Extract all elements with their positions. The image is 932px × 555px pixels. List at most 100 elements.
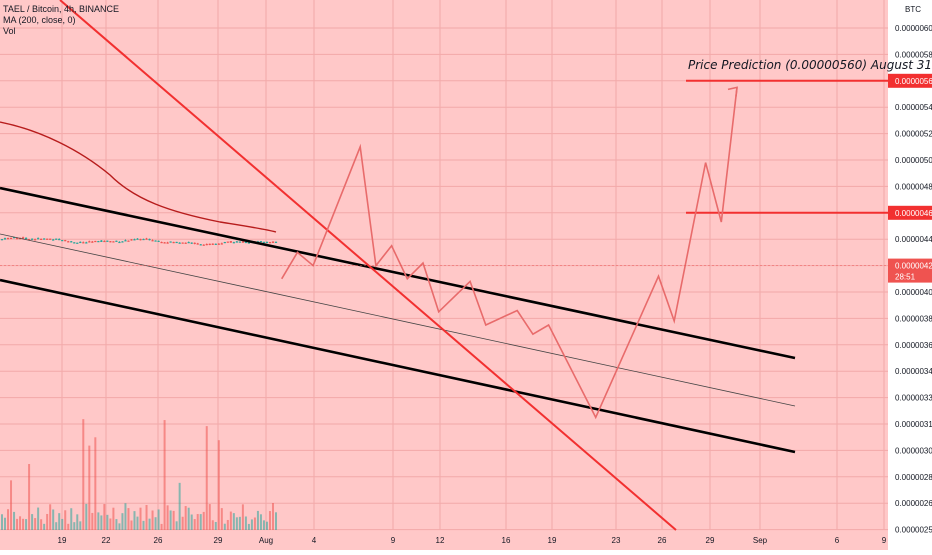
- x-tick-label: 29: [214, 536, 223, 545]
- candle-body: [247, 242, 251, 244]
- channel-lower-line: [0, 278, 796, 454]
- candle-body: [121, 241, 124, 243]
- volume-bar: [211, 520, 214, 530]
- candle-body: [27, 239, 31, 241]
- volume-bar: [43, 523, 46, 530]
- volume-bar: [205, 426, 208, 530]
- x-tick-label: 26: [154, 536, 163, 545]
- volume-bar: [145, 504, 148, 530]
- volume-bar: [106, 514, 109, 530]
- candle-body: [268, 242, 272, 244]
- candle-body: [169, 241, 172, 243]
- time-axis: 19 22 26 29 Aug 4 9 12 16 19 23 26 29 Sep 6 9: [58, 536, 887, 545]
- volume-bar: [163, 420, 166, 530]
- x-tick-label: 6: [835, 536, 840, 545]
- volume-bar: [157, 509, 160, 530]
- x-tick-label: 19: [58, 536, 67, 545]
- candle-body: [208, 243, 211, 245]
- volume-bar: [103, 504, 106, 530]
- ma-label[interactable]: MA (200, close, 0): [3, 15, 76, 25]
- candle-body: [184, 242, 187, 244]
- candle-body: [163, 242, 166, 244]
- y-tick-label: 0.00000345: [895, 367, 932, 376]
- candle-body: [157, 240, 160, 242]
- x-tick-label: 12: [436, 536, 445, 545]
- volume-bar: [28, 464, 31, 530]
- candle-body: [154, 240, 157, 242]
- y-tick-label: 0.00000253: [895, 526, 932, 535]
- candle-body: [67, 241, 70, 243]
- volume-bar: [100, 515, 103, 530]
- volume-bar: [97, 512, 100, 530]
- channel-upper-line: [0, 186, 796, 360]
- candle-body: [232, 242, 235, 244]
- volume-bar: [271, 503, 274, 530]
- candle-body: [217, 243, 220, 245]
- candle-body: [193, 242, 196, 244]
- volume-bar: [61, 518, 64, 530]
- volume-bar: [220, 508, 223, 530]
- price-badge: [888, 73, 932, 88]
- candle-body: [112, 241, 115, 243]
- volume-bar: [208, 504, 211, 530]
- volume-bar: [118, 523, 121, 530]
- last-price-label: 0.00000420: [895, 262, 932, 271]
- price-badge: [888, 205, 932, 220]
- drawings: [0, 0, 888, 531]
- candle-body: [97, 241, 100, 243]
- volume-bar: [142, 520, 145, 530]
- candle-body: [61, 240, 64, 242]
- candle-body: [205, 244, 208, 246]
- candle-body: [15, 238, 19, 240]
- vol-label[interactable]: Vol: [3, 26, 16, 36]
- candle-body: [148, 238, 151, 241]
- y-tick-label: 0.00000315: [895, 420, 932, 429]
- volume-bar: [70, 508, 73, 530]
- volume-bar: [136, 516, 139, 530]
- volume-bar: [199, 514, 202, 530]
- volume-bar: [193, 519, 196, 530]
- candle-body: [271, 241, 275, 243]
- candle-body: [196, 243, 199, 245]
- candle-body: [46, 238, 49, 240]
- volume-bar: [247, 523, 250, 530]
- candle-body: [118, 241, 121, 244]
- prediction-annotation[interactable]: Price Prediction (0.00000560) August 31s…: [688, 58, 932, 72]
- volume-bar: [229, 511, 232, 530]
- volume-bar: [13, 511, 16, 530]
- volume-bar: [232, 513, 235, 530]
- volume-bar: [148, 518, 151, 530]
- volume-bars: [1, 419, 277, 530]
- volume-bar: [73, 522, 76, 530]
- volume-bar: [49, 504, 52, 530]
- candle-body: [241, 241, 244, 243]
- volume-bar: [40, 519, 43, 530]
- candle-body: [58, 238, 61, 241]
- candle-body: [262, 241, 266, 244]
- volume-bar: [130, 520, 133, 530]
- candle-body: [274, 241, 278, 243]
- volume-bar: [121, 513, 124, 530]
- candle-body: [175, 241, 178, 244]
- volume-bar: [112, 507, 115, 530]
- candle-body: [229, 241, 232, 243]
- symbol-label[interactable]: TAEL / Bitcoin, 4h, BINANCE: [3, 4, 120, 14]
- volume-bar: [109, 518, 112, 530]
- x-tick-label: 16: [502, 536, 511, 545]
- volume-bar: [115, 519, 118, 530]
- candle-body: [85, 242, 88, 244]
- volume-bar: [4, 517, 7, 530]
- last-price-badge: [888, 258, 932, 283]
- volume-bar: [139, 507, 142, 530]
- x-tick-label: 19: [548, 536, 557, 545]
- candle-body: [166, 242, 169, 244]
- candle-body: [91, 241, 94, 243]
- volume-bar: [178, 482, 181, 530]
